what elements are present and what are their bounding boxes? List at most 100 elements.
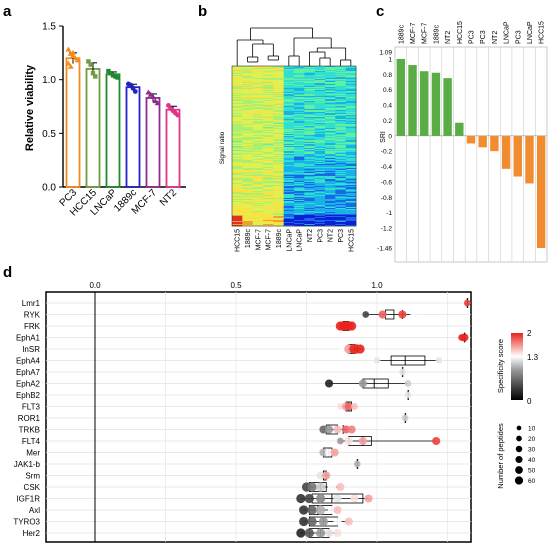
- heatmap-cell: [345, 67, 357, 69]
- heatmap-cell: [263, 204, 274, 206]
- heatmap-cell: [335, 152, 346, 154]
- heatmap-cell: [345, 206, 357, 208]
- heatmap-cell: [345, 189, 357, 191]
- heatmap-cell: [325, 79, 336, 81]
- heatmap-cell: [335, 109, 346, 111]
- dotplot-point: [333, 494, 342, 503]
- heatmap-cell: [263, 143, 274, 145]
- heatmap-cell: [242, 193, 253, 195]
- sri-y-tick-label: -1.46: [377, 246, 392, 253]
- heatmap-cell: [304, 70, 315, 72]
- heatmap-cell: [283, 67, 295, 69]
- heatmap-cell: [335, 173, 346, 175]
- heatmap-cell: [242, 219, 253, 221]
- heatmap-cell: [304, 66, 315, 68]
- heatmap-cell: [232, 140, 243, 142]
- heatmap-cell: [314, 94, 326, 96]
- heatmap-cell: [273, 72, 284, 74]
- dotplot-point: [325, 425, 334, 434]
- heatmap-cell: [263, 127, 274, 129]
- heatmap-cell: [304, 193, 315, 195]
- heatmap-cell: [294, 217, 305, 219]
- heatmap-cell: [263, 84, 274, 86]
- heatmap-cell: [242, 139, 253, 141]
- heatmap-cell: [232, 137, 243, 139]
- heatmap-cell: [294, 220, 305, 222]
- heatmap-cell: [232, 124, 243, 126]
- heatmap-cell: [242, 158, 253, 160]
- heatmap-cell: [294, 126, 305, 128]
- heatmap-cell: [314, 210, 326, 212]
- heatmap-cell: [263, 202, 274, 204]
- heatmap-cell: [325, 207, 336, 209]
- heatmap-cell: [325, 93, 336, 95]
- heatmap-cell: [294, 219, 305, 221]
- heatmap-cell: [294, 71, 305, 73]
- heatmap-cell: [294, 175, 305, 177]
- heatmap-cell: [263, 126, 274, 128]
- heatmap-cell: [232, 165, 243, 167]
- heatmap-cell: [314, 89, 326, 91]
- heatmap-cell: [335, 165, 346, 167]
- viability-point: [65, 60, 72, 66]
- heatmap-cell: [304, 202, 315, 204]
- heatmap-cell: [314, 197, 326, 199]
- heatmap-cell: [345, 132, 357, 134]
- heatmap-cell: [304, 156, 315, 158]
- heatmap-cell: [242, 173, 253, 175]
- heatmap-cell: [304, 142, 315, 144]
- heatmap-cell: [232, 163, 243, 165]
- heatmap-cell: [273, 188, 284, 190]
- heatmap-cell: [294, 84, 305, 86]
- heatmap-cell: [304, 80, 315, 82]
- heatmap-cell: [314, 217, 326, 219]
- heatmap-cell: [273, 88, 284, 90]
- heatmap-cell: [252, 195, 264, 197]
- heatmap-cell: [314, 96, 326, 98]
- heatmap-cell: [294, 119, 305, 121]
- heatmap-cell: [242, 83, 253, 85]
- heatmap-cell: [314, 177, 326, 179]
- heatmap-cell: [345, 181, 357, 183]
- dotplot-point: [344, 402, 353, 411]
- heatmap-cell: [325, 142, 336, 144]
- heatmap-cell: [314, 154, 326, 156]
- heatmap-cell: [242, 107, 253, 109]
- heatmap-cell: [335, 164, 346, 166]
- heatmap-cell: [335, 195, 346, 197]
- heatmap-cell: [283, 155, 295, 157]
- heatmap-column-label: NT2: [328, 229, 335, 242]
- heatmap-cell: [273, 118, 284, 120]
- heatmap-cell: [345, 224, 357, 226]
- heatmap-cell: [335, 147, 346, 149]
- heatmap-cell: [335, 180, 346, 182]
- heatmap-cell: [304, 217, 315, 219]
- peptides-legend-dot: [515, 455, 523, 464]
- heatmap-cell: [242, 95, 253, 97]
- heatmap-cell: [345, 72, 357, 74]
- heatmap-cell: [304, 126, 315, 128]
- heatmap-cell: [325, 214, 336, 216]
- heatmap-cell: [325, 71, 336, 73]
- heatmap-cell: [294, 121, 305, 123]
- heatmap-cell: [242, 221, 253, 223]
- heatmap-cell: [273, 123, 284, 125]
- heatmap-cell: [232, 208, 243, 210]
- viability-point: [108, 71, 113, 76]
- heatmap-cell: [314, 152, 326, 154]
- heatmap-cell: [304, 136, 315, 138]
- heatmap-cell: [283, 162, 295, 164]
- heatmap-cell: [232, 186, 243, 188]
- heatmap-cell: [325, 191, 336, 193]
- heatmap-cell: [314, 85, 326, 87]
- dotplot-point: [337, 403, 344, 410]
- heatmap-cell: [242, 175, 253, 177]
- heatmap-cell: [314, 223, 326, 225]
- heatmap-cell: [325, 150, 336, 152]
- heatmap-cell: [283, 102, 295, 104]
- heatmap-cell: [335, 162, 346, 164]
- heatmap-cell: [242, 163, 253, 165]
- heatmap-cell: [273, 179, 284, 181]
- heatmap-cell: [232, 148, 243, 150]
- heatmap-cell: [335, 197, 346, 199]
